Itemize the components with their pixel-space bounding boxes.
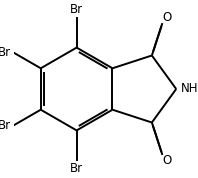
Text: Br: Br (0, 46, 11, 59)
Text: O: O (162, 11, 172, 24)
Text: NH: NH (181, 82, 198, 96)
Text: O: O (162, 154, 172, 167)
Text: Br: Br (0, 119, 11, 132)
Text: Br: Br (70, 3, 83, 16)
Text: Br: Br (70, 162, 83, 175)
